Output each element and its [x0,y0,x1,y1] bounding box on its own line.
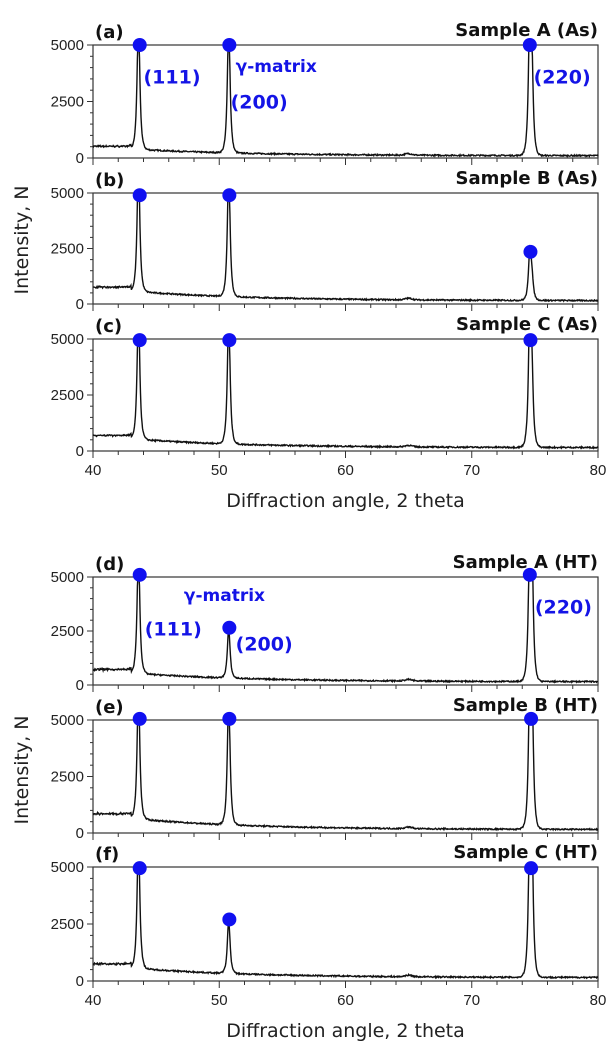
plot-frame [92,719,599,834]
peak-marker [524,711,539,726]
y-tick-label: 0 [76,443,84,460]
peak-marker [222,38,237,52]
peak-marker [222,912,237,927]
y-tick-label: 0 [76,296,84,313]
x-tick-label: 70 [463,462,480,479]
y-tick-label: 2500 [51,94,84,111]
peak-marker [524,861,539,876]
peak-marker [132,188,147,203]
plot-frame [92,866,599,982]
panel-d: 0 2500 5000 γ-matrix (111) (200) (220) (d) Sampl… [51,552,599,694]
panel-letter: (c) [95,316,122,337]
peak-marker [132,38,147,52]
panel-f: 0 2500 5000 40 50 60 70 80 (f) Sample C (HT) [51,842,607,1009]
peak-annotation: (220) [534,66,591,88]
peak-marker [222,333,237,348]
peak-annotation: γ-matrix [184,586,265,606]
peak-marker [132,333,147,348]
xrd-series-line [92,866,599,980]
peak-annotation: (220) [535,597,592,619]
panel-e: 0 2500 5000 (e) Sample B (HT) [51,695,599,842]
y-axis-label: Intensity, N [11,716,33,825]
panel-title: Sample C (HT) [453,842,598,863]
xrd-series-line [92,338,599,450]
peak-marker [222,620,237,635]
peak-marker [132,711,147,726]
y-tick-label: 0 [76,150,84,167]
x-axis-label: Diffraction angle, 2 theta [226,490,465,512]
xrd-series-line [92,576,599,684]
panel-a: 0 2500 5000 (111) γ-matrix (200) (220) (a) Sampl… [51,20,599,167]
y-tick-label: 5000 [51,569,84,586]
y-tick-label: 0 [76,973,84,990]
panel-title: Sample A (As) [455,20,598,41]
x-tick-label: 40 [85,462,102,479]
panel-letter: (d) [95,554,124,575]
x-tick-label: 70 [463,992,480,1009]
peak-marker [132,567,147,582]
peak-marker [523,244,538,259]
y-tick-label: 2500 [51,769,84,786]
peak-marker [132,861,147,876]
x-tick-label: 50 [211,462,228,479]
panel-letter: (e) [95,697,124,718]
panel-c: 0 2500 5000 40 50 60 70 80 (c) Sample C (As) [51,314,607,479]
plot-frame [92,44,599,159]
x-tick-label: 80 [590,992,607,1009]
x-tick-label: 40 [85,992,102,1009]
plot-frame [92,192,599,305]
peak-marker [522,567,537,582]
peak-marker [523,333,538,348]
y-tick-label: 2500 [51,387,84,404]
panel-letter: (f) [95,844,119,865]
panel-letter: (a) [95,22,124,43]
xrd-series-line [92,719,599,832]
y-tick-label: 5000 [51,712,84,729]
panel-title: Sample A (HT) [453,552,598,573]
y-tick-label: 5000 [51,37,84,54]
xrd-series-line [92,192,599,303]
x-tick-label: 60 [337,992,354,1009]
x-tick-label: 80 [590,462,607,479]
x-tick-label: 60 [337,462,354,479]
peak-marker [522,38,537,52]
panel-title: Sample C (As) [456,314,598,335]
y-tick-label: 2500 [51,916,84,933]
y-tick-label: 2500 [51,241,84,258]
panel-title: Sample B (HT) [453,695,598,716]
peak-annotation: (111) [145,618,202,640]
peak-annotation: (200) [236,633,293,655]
y-tick-label: 5000 [51,185,84,202]
xrd-series-line [92,44,599,158]
plot-frame [92,338,599,452]
y-axis-label: Intensity, N [11,186,33,295]
peak-annotation: γ-matrix [236,57,317,77]
y-tick-label: 2500 [51,623,84,640]
x-tick-label: 50 [211,992,228,1009]
y-tick-label: 0 [76,677,84,694]
peak-annotation: (200) [231,91,288,113]
peak-marker [222,188,237,203]
panel-b: 0 2500 5000 (b) Sample B (As) [51,168,599,313]
y-tick-label: 5000 [51,331,84,348]
peak-annotation: (111) [144,66,201,88]
y-tick-label: 0 [76,825,84,842]
panel-letter: (b) [95,170,124,191]
panel-title: Sample B (As) [456,168,598,189]
peak-marker [222,711,237,726]
y-tick-label: 5000 [51,859,84,876]
x-axis-label: Diffraction angle, 2 theta [226,1020,465,1042]
